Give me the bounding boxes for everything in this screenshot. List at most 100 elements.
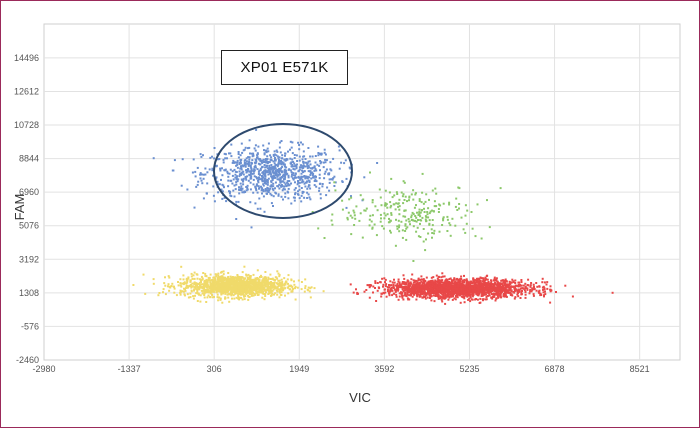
data-point — [226, 157, 228, 160]
y-tick-label: 3192 — [19, 254, 39, 264]
data-point — [251, 283, 254, 286]
data-point — [450, 279, 453, 282]
data-point — [405, 294, 408, 297]
data-point — [303, 182, 306, 185]
data-point — [313, 180, 316, 182]
data-point — [211, 155, 213, 158]
data-point — [280, 167, 283, 170]
data-point — [237, 283, 239, 286]
data-point — [224, 284, 227, 287]
data-point — [313, 175, 316, 178]
data-point — [410, 288, 413, 290]
data-point — [281, 284, 284, 287]
data-point — [245, 160, 248, 163]
data-point — [417, 219, 419, 221]
data-point — [219, 169, 222, 172]
data-point — [240, 293, 242, 296]
data-point — [271, 282, 274, 285]
data-point — [272, 177, 274, 180]
data-point — [495, 297, 498, 300]
data-point — [236, 278, 239, 281]
data-point — [241, 151, 244, 154]
data-point — [255, 176, 258, 179]
data-point — [200, 286, 202, 289]
data-point — [441, 275, 444, 278]
data-point — [243, 159, 246, 162]
data-point — [468, 297, 471, 300]
data-point — [437, 283, 440, 286]
data-point — [274, 169, 277, 172]
data-point — [261, 279, 264, 282]
data-point — [279, 178, 282, 181]
data-point — [238, 280, 241, 283]
data-point — [261, 283, 264, 286]
data-point — [275, 289, 278, 292]
data-point — [181, 158, 184, 161]
data-point — [408, 196, 411, 199]
data-point — [451, 286, 454, 289]
data-point — [404, 230, 407, 232]
data-point — [390, 204, 393, 207]
data-point — [248, 281, 251, 284]
data-point — [267, 284, 270, 287]
data-point — [435, 294, 438, 297]
data-point — [213, 157, 216, 160]
data-point — [535, 289, 538, 292]
data-point — [233, 285, 235, 288]
data-point — [238, 291, 241, 294]
data-point — [428, 219, 431, 222]
data-point — [168, 285, 171, 288]
data-point — [221, 280, 224, 282]
data-point — [457, 290, 460, 293]
data-point — [389, 280, 392, 283]
data-point — [248, 173, 251, 176]
data-point — [280, 176, 283, 178]
data-point — [261, 177, 264, 180]
data-point — [270, 156, 273, 159]
data-point — [443, 285, 446, 288]
data-point — [452, 295, 455, 298]
data-point — [399, 292, 402, 295]
data-point — [269, 288, 272, 291]
data-point — [237, 153, 240, 155]
data-point — [277, 279, 280, 282]
data-point — [424, 200, 427, 203]
data-point — [294, 174, 297, 177]
data-point — [486, 199, 488, 202]
data-point — [426, 281, 429, 284]
data-point — [171, 282, 174, 285]
data-point — [278, 279, 281, 282]
data-point — [458, 285, 461, 288]
data-point — [276, 185, 279, 188]
data-point — [451, 298, 454, 301]
data-point — [215, 275, 218, 278]
data-point — [403, 277, 406, 280]
data-point — [386, 206, 389, 209]
data-point — [219, 297, 222, 300]
data-point — [323, 177, 326, 180]
data-point — [256, 156, 258, 159]
data-point — [464, 294, 467, 297]
data-point — [180, 285, 183, 288]
data-point — [254, 158, 257, 161]
data-point — [469, 300, 472, 303]
data-point — [454, 280, 457, 283]
data-point — [340, 161, 343, 164]
data-point — [264, 177, 267, 180]
data-point — [383, 212, 386, 215]
data-point — [441, 300, 444, 303]
data-point — [265, 285, 268, 288]
data-point — [272, 283, 275, 286]
data-point — [184, 288, 186, 291]
data-point — [276, 168, 279, 171]
data-point — [483, 289, 486, 292]
data-point — [420, 284, 423, 287]
data-point — [511, 285, 514, 288]
data-point — [200, 283, 203, 286]
data-point — [480, 290, 482, 292]
data-point — [239, 167, 242, 170]
data-point — [464, 204, 467, 207]
data-point — [244, 285, 247, 288]
data-point — [410, 286, 413, 289]
data-point — [410, 292, 413, 295]
